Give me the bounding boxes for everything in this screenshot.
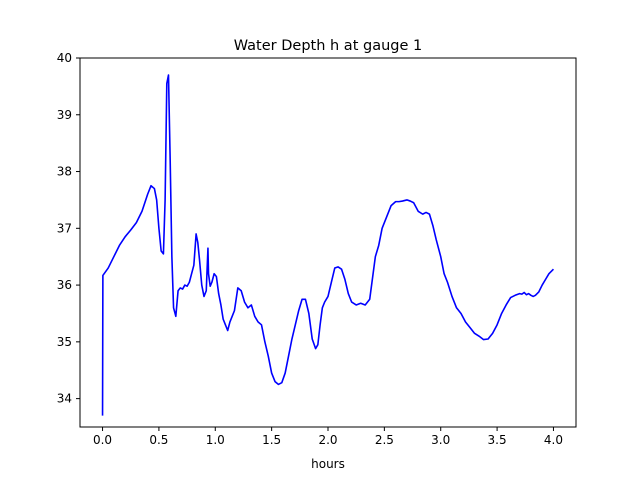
x-axis: 0.0 0.5 1.0 1.5 2.0 2.5 3.0 3.5 4.0 — [93, 427, 563, 447]
y-tick-label: 38 — [57, 165, 72, 179]
y-axis: 34 35 36 37 38 39 40 — [57, 51, 80, 406]
y-tick-label: 40 — [57, 51, 72, 65]
x-tick-label: 1.0 — [206, 433, 225, 447]
y-tick-label: 39 — [57, 108, 72, 122]
x-tick-label: 1.5 — [262, 433, 281, 447]
y-tick-label: 37 — [57, 221, 72, 235]
series-line-0 — [101, 74, 555, 416]
x-tick-label: 2.5 — [375, 433, 394, 447]
x-tick-label: 2.0 — [318, 433, 337, 447]
x-tick-label: 4.0 — [544, 433, 563, 447]
x-tick-label: 3.0 — [431, 433, 450, 447]
y-tick-label: 35 — [57, 335, 72, 349]
chart-title: Water Depth h at gauge 1 — [234, 38, 422, 54]
x-axis-label: hours — [311, 457, 345, 471]
x-tick-label: 3.5 — [488, 433, 507, 447]
y-tick-label: 34 — [57, 392, 72, 406]
y-tick-label: 36 — [57, 278, 72, 292]
x-tick-label: 0.0 — [93, 433, 112, 447]
x-tick-label: 0.5 — [149, 433, 168, 447]
